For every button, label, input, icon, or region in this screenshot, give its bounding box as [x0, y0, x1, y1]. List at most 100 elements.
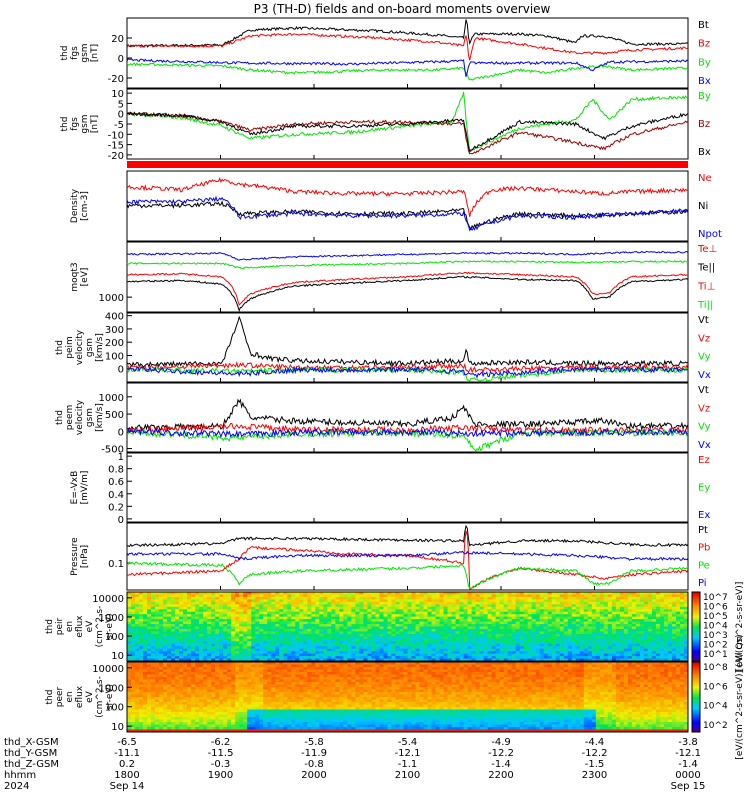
heatmap-cell — [627, 633, 633, 637]
heatmap-cell — [411, 631, 416, 635]
heatmap-cell — [643, 621, 649, 625]
heatmap-cell — [347, 626, 352, 630]
heatmap-cell — [627, 643, 633, 647]
heatmap-cell — [615, 596, 621, 600]
heatmap-cell — [299, 592, 304, 595]
heatmap-cell — [231, 631, 236, 635]
heatmap-cell — [543, 646, 549, 650]
heatmap-cell — [499, 643, 505, 647]
heatmap-cell — [259, 656, 264, 659]
heatmap-cell — [459, 643, 464, 647]
heatmap-cell — [303, 621, 308, 625]
heatmap-cell — [475, 638, 481, 642]
heatmap-cell — [171, 626, 176, 630]
heatmap-cell — [155, 606, 160, 610]
heatmap-cell — [191, 638, 196, 642]
heatmap-cell — [139, 658, 144, 662]
heatmap-cell — [487, 653, 493, 657]
heatmap-cell — [135, 599, 140, 603]
heatmap-cell — [611, 606, 617, 610]
heatmap-cell — [327, 651, 332, 654]
heatmap-cell — [239, 667, 244, 670]
heatmap-cell — [287, 653, 292, 657]
heatmap-cell — [639, 636, 645, 640]
heatmap-cell — [447, 626, 452, 630]
heatmap-cell — [551, 643, 557, 647]
heatmap-cell — [303, 658, 308, 662]
heatmap-cell — [455, 624, 460, 627]
heatmap-cell — [583, 604, 589, 608]
heatmap-cell — [335, 606, 340, 610]
heatmap-cell — [135, 614, 140, 618]
heatmap-cell — [655, 619, 661, 622]
heatmap-cell — [259, 609, 264, 613]
heatmap-cell — [551, 596, 557, 600]
heatmap-cell — [319, 624, 324, 627]
heatmap-cell — [287, 636, 292, 640]
heatmap-cell — [439, 636, 444, 640]
heatmap-cell — [351, 621, 356, 625]
heatmap-cell — [291, 636, 296, 640]
heatmap-cell — [471, 621, 477, 625]
heatmap-cell — [235, 599, 240, 603]
heatmap-cell — [211, 684, 216, 688]
heatmap-cell — [407, 653, 412, 657]
heatmap-cell — [387, 596, 392, 600]
heatmap-cell — [607, 626, 613, 630]
heatmap-cell — [407, 616, 412, 620]
heatmap-cell — [503, 624, 509, 627]
heatmap-cell — [467, 614, 473, 618]
heatmap-cell — [155, 729, 160, 733]
heatmap-cell — [527, 601, 533, 605]
heatmap-cell — [599, 646, 605, 650]
heatmap-cell — [135, 687, 140, 690]
y-axis-label: (cm^2-s- — [95, 676, 105, 718]
heatmap-cell — [271, 633, 276, 637]
heatmap-cell — [143, 643, 148, 647]
heatmap-cell — [431, 601, 436, 605]
heatmap-cell — [211, 636, 216, 640]
heatmap-cell — [183, 624, 188, 627]
heatmap-cell — [631, 609, 637, 613]
heatmap-cell — [203, 679, 208, 683]
heatmap-cell — [291, 651, 296, 654]
series-By — [126, 62, 689, 81]
heatmap-cell — [163, 592, 168, 595]
heatmap-cell — [383, 631, 388, 635]
heatmap-cell — [435, 624, 440, 627]
heatmap-cell — [675, 592, 681, 595]
heatmap-cell — [363, 606, 368, 610]
heatmap-cell — [395, 599, 400, 603]
heatmap-cell — [495, 638, 501, 642]
heatmap-cell — [143, 631, 148, 635]
heatmap-cell — [555, 604, 561, 608]
heatmap-cell — [227, 679, 232, 683]
heatmap-cell — [363, 604, 368, 608]
heatmap-cell — [303, 643, 308, 647]
heatmap-cell — [491, 626, 497, 630]
heatmap-cell — [323, 656, 328, 659]
heatmap-cell — [183, 699, 188, 703]
heatmap-cell — [383, 616, 388, 620]
heatmap-cell — [187, 648, 192, 652]
y-axis-label: peer — [55, 686, 65, 707]
heatmap-cell — [155, 601, 160, 605]
heatmap-cell — [195, 633, 200, 637]
heatmap-cell — [575, 599, 581, 603]
heatmap-cell — [611, 601, 617, 605]
heatmap-cell — [235, 704, 240, 708]
heatmap-cell — [283, 592, 288, 595]
heatmap-cell — [639, 596, 645, 600]
heatmap-cell — [131, 722, 136, 725]
heatmap-cell — [547, 621, 553, 625]
heatmap-cell — [231, 699, 236, 703]
heatmap-cell — [567, 611, 573, 615]
heatmap-cell — [567, 596, 573, 600]
heatmap-cell — [383, 636, 388, 640]
heatmap-cell — [163, 631, 168, 635]
heatmap-cell — [259, 633, 264, 637]
heatmap-cell — [391, 594, 396, 598]
heatmap-cell — [183, 712, 188, 715]
heatmap-cell — [235, 727, 240, 730]
heatmap-cell — [167, 712, 172, 715]
